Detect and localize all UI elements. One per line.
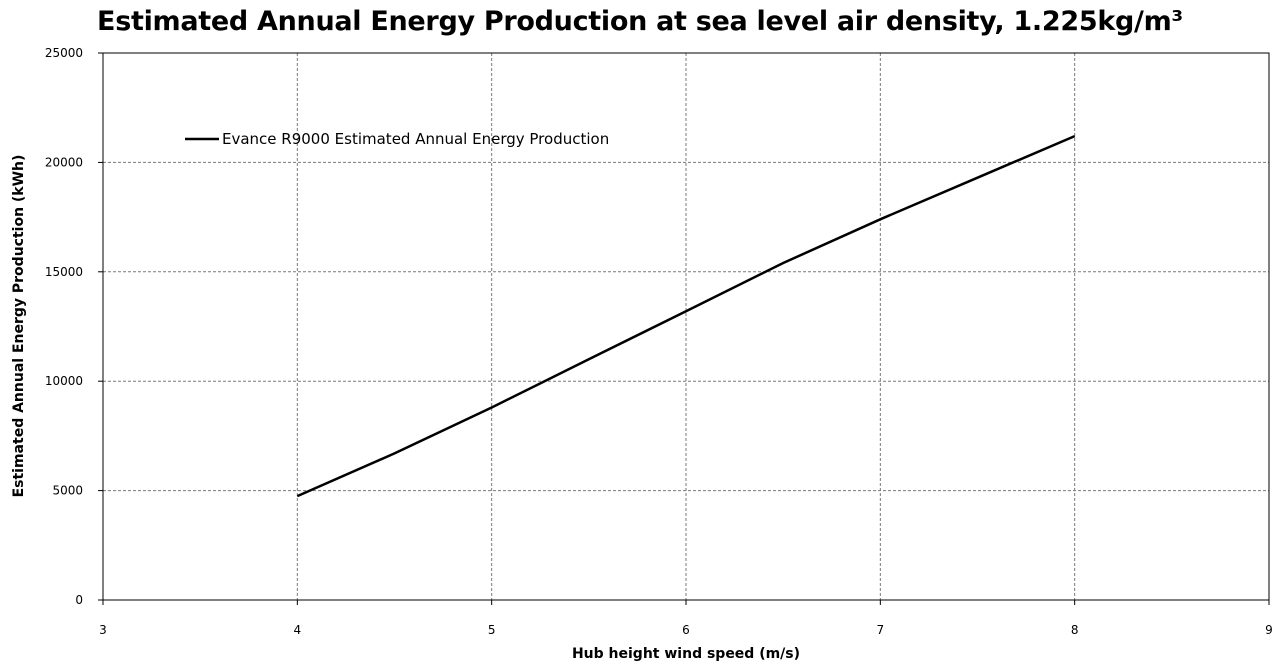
y-tick-label: 25000 — [45, 46, 83, 60]
axis-ticks: 3 4 5 6 7 8 9 0 5000 10000 15000 20000 25000 — [45, 46, 1273, 637]
x-tick-label: 9 — [1265, 623, 1273, 637]
grid — [103, 53, 1269, 600]
series-line — [296, 134, 1076, 498]
y-tick-label: 20000 — [45, 155, 83, 169]
x-tick-label: 3 — [99, 623, 107, 637]
y-tick-label: 5000 — [52, 484, 83, 498]
legend-label: Evance R9000 Estimated Annual Energy Pro… — [222, 130, 609, 148]
x-axis-title: Hub height wind speed (m/s) — [572, 646, 800, 662]
x-tick-label: 8 — [1071, 623, 1079, 637]
y-axis-title: Estimated Annual Energy Production (kWh) — [11, 155, 27, 498]
x-tick-label: 4 — [294, 623, 302, 637]
legend: Evance R9000 Estimated Annual Energy Pro… — [185, 130, 609, 148]
series-lines — [296, 134, 1076, 498]
x-tick-label: 6 — [682, 623, 690, 637]
y-tick-label: 0 — [75, 593, 83, 607]
y-tick-label: 15000 — [45, 265, 83, 279]
x-tick-label: 5 — [488, 623, 496, 637]
y-tick-label: 10000 — [45, 374, 83, 388]
chart-title: Estimated Annual Energy Production at se… — [97, 6, 1183, 37]
x-tick-label: 7 — [877, 623, 885, 637]
